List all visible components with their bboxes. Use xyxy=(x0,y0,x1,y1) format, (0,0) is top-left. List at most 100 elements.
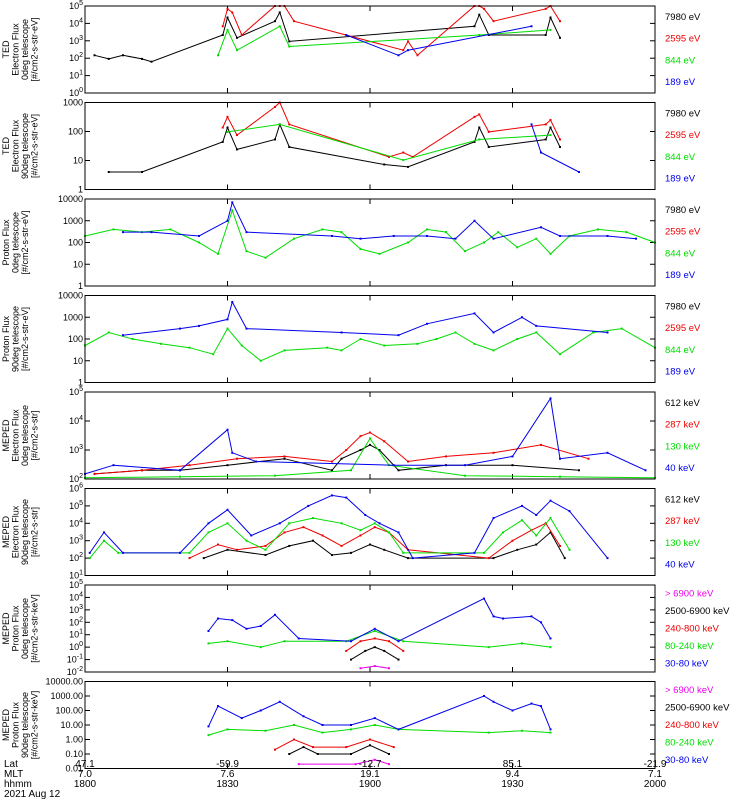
data-point xyxy=(345,34,348,36)
series-line-2 xyxy=(350,646,399,661)
data-point xyxy=(549,16,552,19)
data-point xyxy=(388,155,390,158)
data-point xyxy=(131,338,134,340)
data-point xyxy=(226,327,229,330)
data-point xyxy=(502,617,504,620)
legend-entry: 2500-6900 keV xyxy=(665,606,730,617)
data-point xyxy=(606,234,609,237)
y-tick-label: 100 xyxy=(69,87,83,98)
data-point xyxy=(426,322,428,325)
data-point xyxy=(373,522,376,525)
y-axis-title-line: Proton Flux xyxy=(11,701,21,748)
legend-entry: 844 eV xyxy=(665,345,696,356)
data-point xyxy=(445,455,447,458)
legend-entry: 7980 eV xyxy=(665,301,701,312)
data-point xyxy=(359,640,362,643)
data-point xyxy=(340,231,343,234)
data-point xyxy=(354,763,357,766)
data-point xyxy=(226,126,229,129)
y-tick-label: 104 xyxy=(69,415,83,426)
y-axis-title-line: 90deg telescope xyxy=(20,499,30,565)
data-point xyxy=(231,201,234,204)
data-point xyxy=(464,474,466,477)
panel-frame xyxy=(84,584,656,673)
legend-entry: 189 eV xyxy=(665,270,696,281)
data-point xyxy=(407,165,409,168)
legend-entry: 612 keV xyxy=(665,398,701,409)
data-point xyxy=(112,228,115,231)
data-point xyxy=(321,731,324,734)
data-point xyxy=(578,469,580,472)
data-point xyxy=(378,522,381,525)
data-point xyxy=(483,241,485,244)
data-point xyxy=(530,615,533,618)
y-tick-label: 1 xyxy=(78,185,83,195)
data-point xyxy=(378,449,381,451)
data-point xyxy=(388,640,390,643)
data-point xyxy=(473,115,476,118)
data-point xyxy=(122,551,124,554)
data-point xyxy=(397,54,400,57)
data-point xyxy=(383,548,386,551)
data-point xyxy=(392,464,395,467)
data-point xyxy=(283,531,286,534)
legend-entry: > 6900 keV xyxy=(665,685,714,696)
data-point xyxy=(288,753,291,755)
panel-3: Proton Flux 0deg telescope [#/cm2-s-str-eV… xyxy=(1,194,701,291)
x-tick-label-hhmm: 1900 xyxy=(359,779,382,790)
data-point xyxy=(293,738,295,741)
panel-8: MEPED Proton Flux 90deg telescope [#/cm2-s-… xyxy=(1,677,730,774)
y-axis-title-line: 90deg telescope xyxy=(20,692,30,758)
panel-frame xyxy=(84,5,656,94)
data-point xyxy=(350,724,352,726)
data-point xyxy=(226,130,229,133)
y-tick-label: 1.00 xyxy=(65,735,83,745)
data-point xyxy=(511,539,514,542)
series-line-1 xyxy=(203,531,566,559)
y-axis-title-line: Proton Flux xyxy=(1,315,11,362)
y-tick-label: 10 xyxy=(73,356,83,366)
x-tick-label-lat: 47.1 xyxy=(75,759,95,770)
data-point xyxy=(492,237,495,240)
data-point xyxy=(226,508,229,511)
data-point xyxy=(549,126,552,129)
data-point xyxy=(478,113,481,116)
data-point xyxy=(563,557,566,560)
data-point xyxy=(112,464,115,467)
data-point xyxy=(388,753,390,755)
x-row-label-lat: Lat xyxy=(4,759,18,770)
data-point xyxy=(535,331,538,334)
data-point xyxy=(283,457,286,460)
data-point xyxy=(274,105,276,108)
data-point xyxy=(388,667,390,670)
legend-entry: 612 keV xyxy=(665,494,701,505)
legend-entry: 30-80 keV xyxy=(665,658,709,669)
y-tick-label: 1000.00 xyxy=(50,691,83,701)
data-point xyxy=(326,346,329,349)
data-point xyxy=(283,455,286,458)
data-point xyxy=(188,464,191,467)
data-point xyxy=(226,7,229,10)
data-point xyxy=(240,717,243,720)
y-tick-label: 101 xyxy=(69,570,83,581)
data-point xyxy=(487,731,490,734)
data-point xyxy=(549,252,552,255)
data-point xyxy=(521,729,523,732)
data-point xyxy=(122,334,124,337)
data-point xyxy=(559,475,561,478)
data-point xyxy=(454,237,457,240)
y-tick-label: 102 xyxy=(69,473,83,484)
data-point xyxy=(274,748,276,751)
y-tick-label: 100 xyxy=(68,334,83,344)
data-point xyxy=(179,475,181,478)
data-point xyxy=(530,25,533,28)
data-point xyxy=(359,449,362,451)
panel-7: MEPED Proton Flux 0deg telescope [#/cm2-s-s… xyxy=(1,579,730,677)
legend-entry: 287 keV xyxy=(665,516,701,527)
y-tick-label: 105 xyxy=(69,386,83,397)
data-point xyxy=(397,728,400,731)
y-tick-label: 10 xyxy=(73,259,83,269)
y-tick-label: 101 xyxy=(69,629,83,640)
data-point xyxy=(350,753,352,755)
data-point xyxy=(259,625,262,628)
